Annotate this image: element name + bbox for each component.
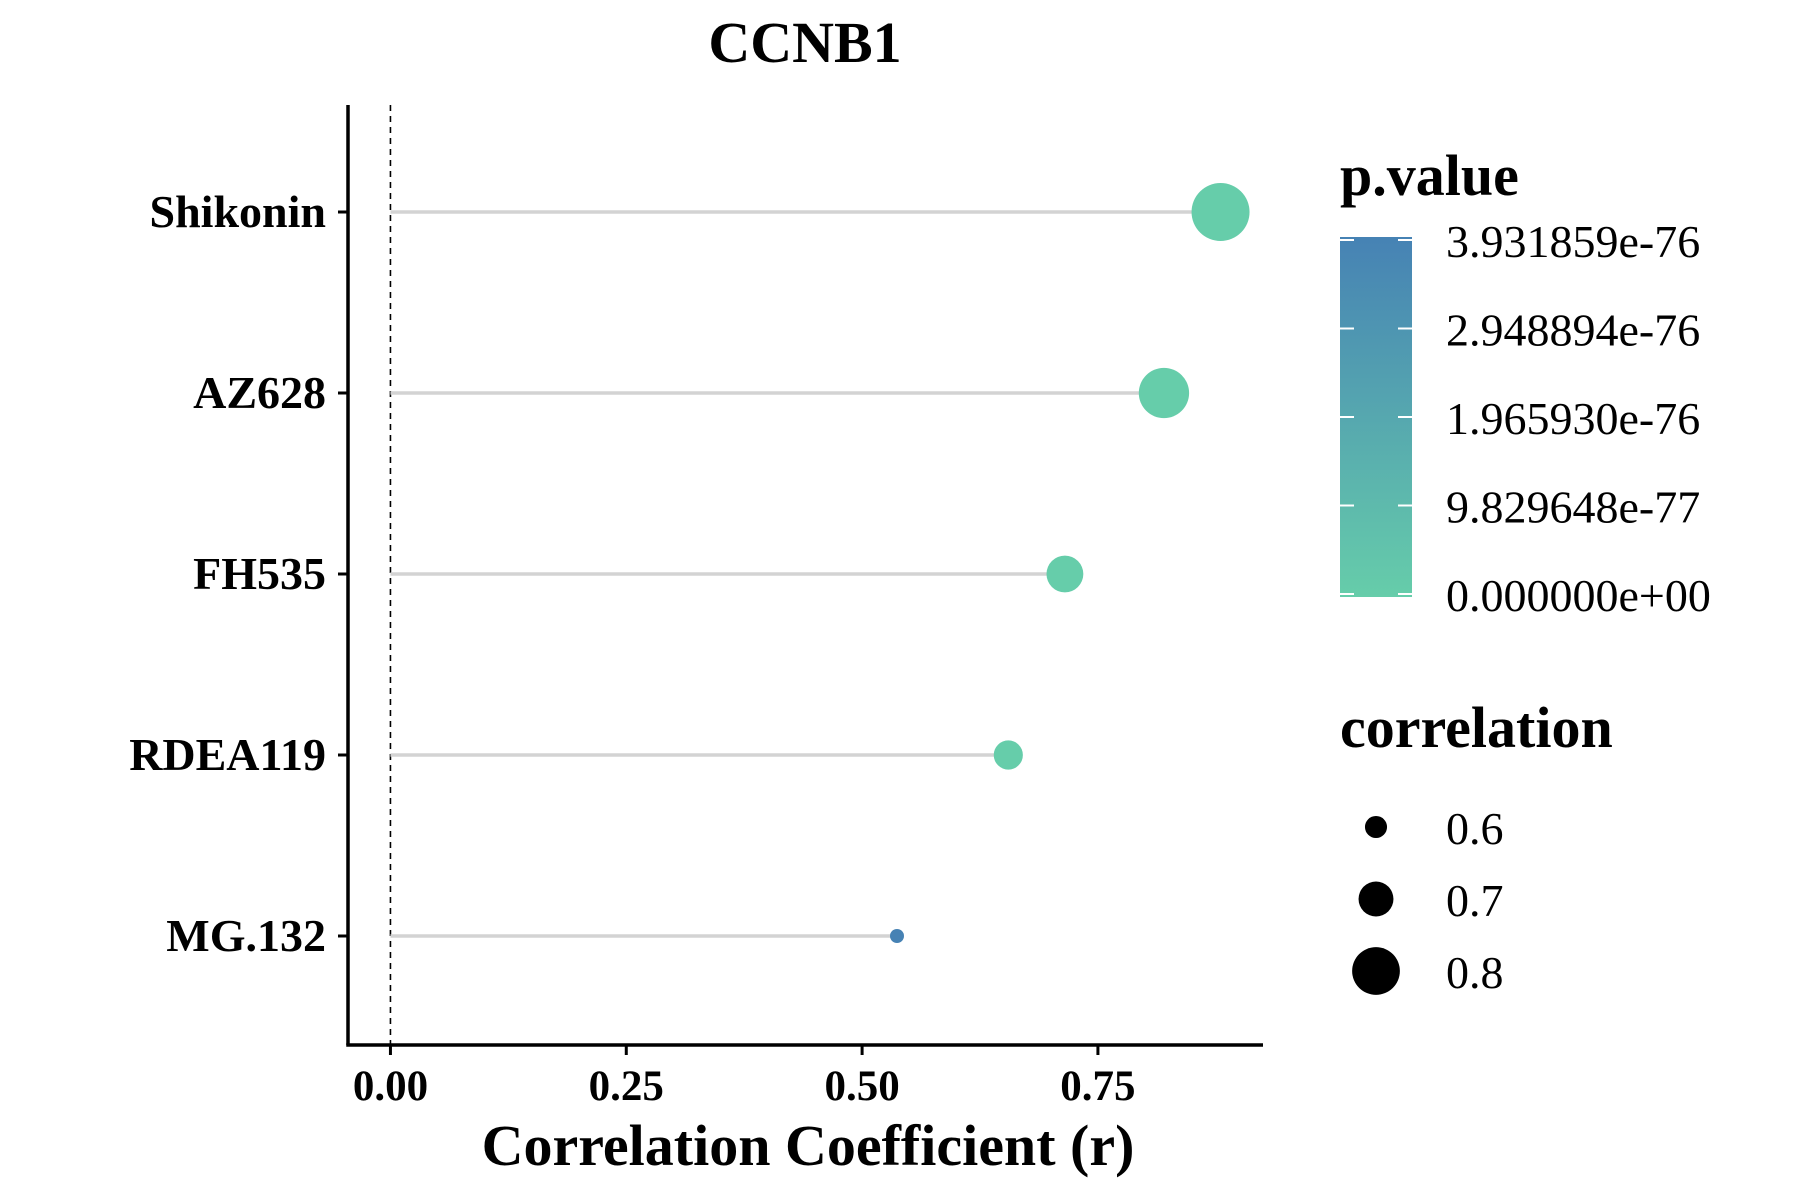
y-tick-label: FH535 [193,548,326,599]
y-tick-label: AZ628 [193,367,326,418]
colorbar-label: 1.965930e-76 [1446,393,1700,444]
x-axis-label: Correlation Coefficient (r) [482,1113,1135,1178]
y-tick-label: Shikonin [150,186,326,237]
size-key-circle [1364,815,1388,839]
point-mg-132 [890,929,904,943]
x-tick-label: 0.75 [1060,1063,1135,1110]
size-legend-title: correlation [1340,695,1613,760]
pvalue-colorbar: 3.931859e-76 2.948894e-76 1.965930e-76 9.82… [1340,216,1711,621]
point-shikonin [1191,183,1250,241]
colorbar-label: 0.000000e+00 [1446,570,1711,621]
size-key-circle [1358,881,1394,917]
point-rdea119 [993,740,1023,770]
x-tick-label: 0.25 [589,1063,664,1110]
size-key-label: 0.7 [1446,875,1504,926]
y-tick-label: MG.132 [166,910,326,961]
plot-area: Shikonin AZ628 FH535 RDEA119 MG.132 0.00 0.25 0… [129,105,1263,1110]
x-tick-label: 0.00 [353,1063,428,1110]
point-az628 [1138,367,1190,419]
pvalue-legend-title: p.value [1340,143,1519,208]
point-fh535 [1046,555,1084,593]
colorbar-label: 9.829648e-77 [1446,482,1700,533]
size-legend-keys: 0.6 0.7 0.8 [1352,803,1504,998]
colorbar-label: 3.931859e-76 [1446,216,1700,267]
legend: p.value 3.931859e-76 2.948894e-76 1.965930… [1340,143,1711,998]
colorbar-label: 2.948894e-76 [1446,305,1700,356]
chart-title: CCNB1 [708,10,901,75]
x-tick-label: 0.50 [824,1063,899,1110]
y-tick-label: RDEA119 [129,729,326,780]
size-key-label: 0.8 [1446,947,1504,998]
size-key-label: 0.6 [1446,803,1504,854]
size-key-circle [1352,947,1400,995]
